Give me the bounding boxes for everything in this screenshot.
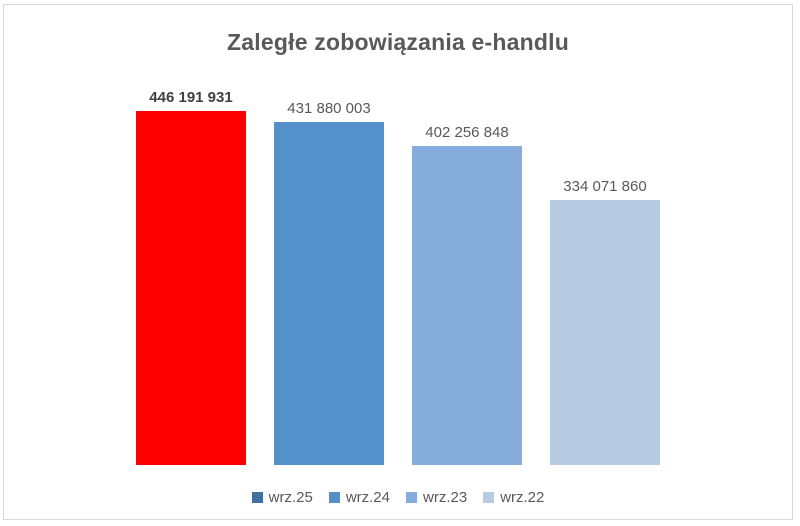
bar-group-wrz.23: 402 256 848	[412, 124, 522, 465]
bar-wrz.23	[412, 146, 522, 465]
legend-item-wrz.22: wrz.22	[483, 489, 544, 506]
bar-wrz.22	[550, 200, 660, 465]
bar-group-wrz.24: 431 880 003	[274, 100, 384, 465]
legend-label: wrz.25	[268, 489, 313, 506]
data-label-wrz.24: 431 880 003	[287, 100, 371, 117]
bars-row: 446 191 931 431 880 003 402 256 848 334 071…	[4, 89, 792, 465]
legend-swatch-icon	[251, 492, 263, 503]
data-label-wrz.23: 402 256 848	[425, 124, 509, 141]
legend-item-wrz.25: wrz.25	[251, 489, 313, 506]
legend-swatch-icon	[406, 492, 417, 503]
legend: wrz.25 wrz.24 wrz.23 wrz.22	[4, 489, 792, 506]
legend-swatch-icon	[483, 492, 495, 503]
legend-label: wrz.24	[345, 489, 390, 506]
data-label-wrz.22: 334 071 860	[563, 178, 647, 195]
bar-group-wrz.25: 446 191 931	[136, 89, 246, 465]
chart-frame: Zaległe zobowiązania e-handlu 446 191 93…	[3, 4, 793, 520]
bar-wrz.25	[136, 111, 246, 465]
chart-title: Zaległe zobowiązania e-handlu	[227, 29, 569, 55]
legend-item-wrz.23: wrz.23	[406, 489, 467, 506]
data-label-wrz.25: 446 191 931	[149, 89, 233, 106]
legend-label: wrz.22	[500, 489, 545, 506]
legend-swatch-icon	[328, 492, 340, 503]
legend-item-wrz.24: wrz.24	[328, 489, 390, 506]
bar-wrz.24	[274, 122, 384, 465]
legend-label: wrz.23	[423, 489, 468, 506]
bar-group-wrz.22: 334 071 860	[550, 178, 660, 465]
